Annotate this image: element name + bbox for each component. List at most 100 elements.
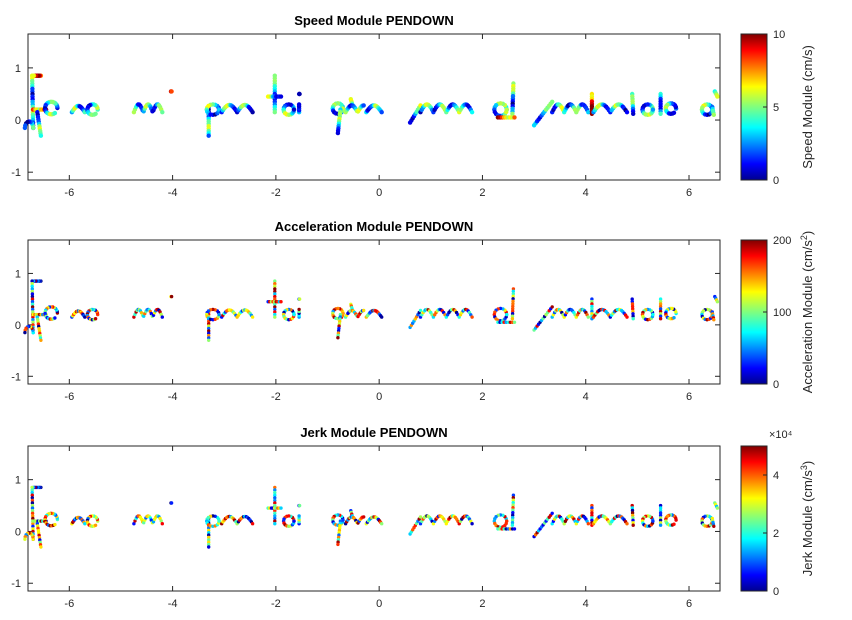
data-point <box>132 315 136 319</box>
data-point <box>160 315 164 319</box>
data-point <box>590 513 594 518</box>
data-point <box>273 496 277 500</box>
y-tick-label: 0 <box>15 320 21 332</box>
colorbar-tick-label: 0 <box>773 586 779 598</box>
data-point <box>207 535 211 540</box>
data-point <box>631 309 635 314</box>
data-point <box>273 490 277 495</box>
x-tick-label: 2 <box>479 391 485 403</box>
data-point <box>510 312 515 316</box>
data-point <box>379 110 384 115</box>
colorbar <box>740 33 768 181</box>
data-point <box>31 318 35 322</box>
data-point <box>511 513 515 517</box>
data-point <box>631 317 635 321</box>
x-tick-label: -4 <box>168 598 178 610</box>
x-tick-label: 4 <box>583 187 589 199</box>
data-point <box>272 110 277 115</box>
data-point <box>511 501 515 505</box>
data-point <box>273 284 277 288</box>
data-point <box>590 506 594 510</box>
colorbar-tick-label: 200 <box>773 235 791 247</box>
colorbar-multiplier: ×10⁴ <box>769 429 793 441</box>
panel-1: Speed Module PENDOWN-6 -4 -2 0 2 4 6-1010510Sp… <box>11 13 815 199</box>
data-point <box>297 307 301 312</box>
data-point <box>31 529 35 534</box>
data-point <box>31 524 35 528</box>
data-point <box>586 522 590 526</box>
data-point <box>336 542 340 547</box>
data-point <box>279 300 283 304</box>
data-point <box>672 522 676 526</box>
data-point <box>658 317 663 321</box>
data-point <box>630 304 635 309</box>
data-point <box>590 302 594 306</box>
data-point <box>511 302 515 306</box>
data-point <box>30 282 34 286</box>
data-point <box>590 304 594 309</box>
data-point <box>273 315 277 319</box>
data-point <box>30 302 35 306</box>
data-point <box>30 485 34 490</box>
data-point <box>715 94 720 99</box>
data-point <box>469 110 475 115</box>
data-point <box>297 91 302 97</box>
data-point <box>590 511 594 515</box>
x-tick-label: -4 <box>168 187 178 199</box>
data-point <box>631 314 635 318</box>
data-point <box>631 307 635 311</box>
data-point <box>207 545 211 549</box>
data-point <box>250 522 255 526</box>
data-point <box>511 498 515 502</box>
data-point <box>335 130 341 136</box>
handwriting-points <box>23 279 720 342</box>
data-point <box>361 103 366 108</box>
data-point <box>160 522 164 526</box>
data-point <box>658 307 663 311</box>
y-tick-label: 1 <box>15 268 21 280</box>
x-tick-label: 6 <box>686 187 692 199</box>
data-point <box>658 506 663 510</box>
y-tick-label: -1 <box>11 371 21 383</box>
data-point <box>273 503 277 508</box>
data-point <box>273 292 277 296</box>
data-point <box>362 308 366 313</box>
x-tick-label: -6 <box>64 391 74 403</box>
data-point <box>39 338 43 342</box>
data-point <box>30 305 35 309</box>
data-point <box>512 527 517 531</box>
data-point <box>380 522 384 526</box>
data-point <box>550 511 554 515</box>
data-point <box>30 498 35 503</box>
colorbar-label: Acceleration Module (cm/s2) <box>799 231 815 394</box>
data-point <box>510 314 515 318</box>
data-point <box>631 518 635 522</box>
colorbar-tick-label: 5 <box>773 102 779 114</box>
x-tick-label: -2 <box>271 598 281 610</box>
data-point <box>159 519 163 523</box>
plot-title: Speed Module PENDOWN <box>294 13 454 28</box>
x-tick-label: -6 <box>64 187 74 199</box>
data-point <box>30 496 34 500</box>
data-point <box>273 310 277 314</box>
data-point <box>510 111 515 117</box>
data-point <box>273 307 277 312</box>
data-point <box>83 522 87 526</box>
colorbar-label-main: Speed Module (cm/s) <box>800 45 815 169</box>
data-point <box>625 522 629 526</box>
data-point <box>217 312 221 317</box>
data-point <box>715 300 720 304</box>
data-point <box>291 107 297 112</box>
data-point <box>273 493 277 497</box>
data-point <box>53 316 57 320</box>
data-point <box>30 506 35 510</box>
data-point <box>511 508 515 512</box>
data-point <box>207 542 211 547</box>
data-point <box>511 309 515 313</box>
data-point <box>590 297 594 301</box>
data-point <box>38 133 44 138</box>
x-tick-label: 4 <box>583 391 589 403</box>
data-point <box>511 307 515 311</box>
data-point <box>31 516 35 521</box>
data-point <box>711 112 716 118</box>
